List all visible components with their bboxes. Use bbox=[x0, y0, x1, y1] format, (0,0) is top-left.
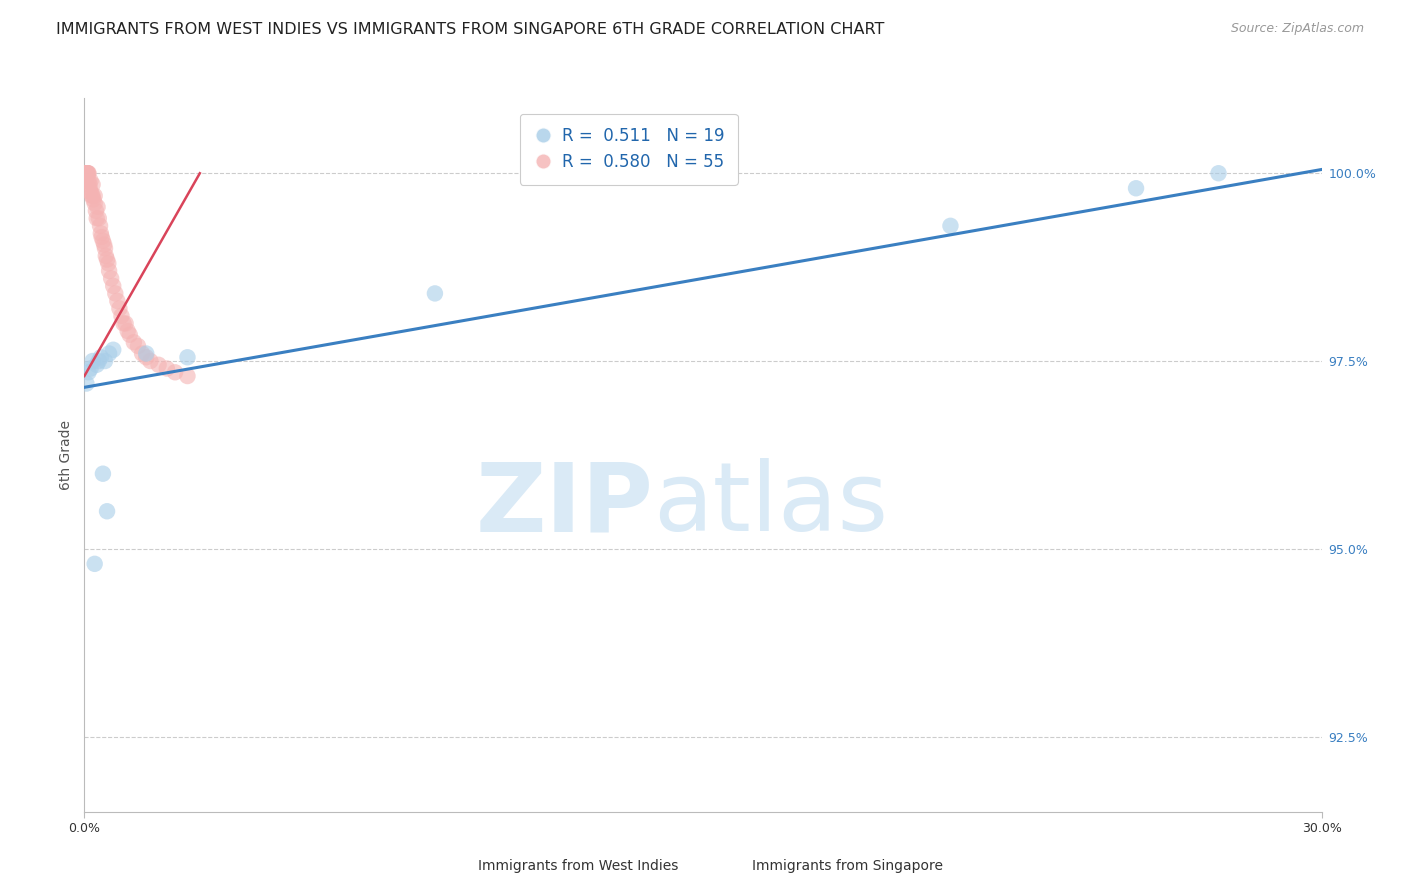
Point bbox=[79, 181, 101, 195]
Point bbox=[94, 249, 117, 263]
Point bbox=[139, 354, 162, 368]
Point bbox=[94, 241, 117, 255]
Point bbox=[135, 351, 157, 365]
Point bbox=[105, 293, 128, 308]
Point bbox=[89, 219, 111, 233]
Point bbox=[91, 234, 114, 248]
Point bbox=[75, 174, 97, 188]
Point bbox=[939, 219, 962, 233]
Point bbox=[423, 286, 446, 301]
Point bbox=[76, 166, 98, 180]
Point bbox=[98, 346, 121, 360]
Text: atlas: atlas bbox=[654, 458, 889, 551]
Point bbox=[75, 376, 97, 391]
Point bbox=[176, 369, 198, 384]
Y-axis label: 6th Grade: 6th Grade bbox=[59, 420, 73, 490]
Point bbox=[114, 317, 136, 331]
Point bbox=[75, 166, 97, 180]
Point bbox=[77, 365, 100, 379]
Point bbox=[103, 343, 125, 357]
Point bbox=[104, 286, 127, 301]
Point bbox=[156, 361, 179, 376]
Point bbox=[80, 188, 103, 202]
Point bbox=[93, 237, 115, 252]
Point bbox=[77, 166, 100, 180]
Point bbox=[90, 230, 112, 244]
Point bbox=[79, 185, 101, 199]
Legend: R =  0.511   N = 19, R =  0.580   N = 55: R = 0.511 N = 19, R = 0.580 N = 55 bbox=[520, 113, 738, 185]
Text: Immigrants from West Indies: Immigrants from West Indies bbox=[478, 859, 679, 873]
Point bbox=[90, 227, 112, 241]
Point bbox=[103, 279, 125, 293]
Point bbox=[108, 301, 131, 316]
Point bbox=[83, 557, 105, 571]
Text: Immigrants from Singapore: Immigrants from Singapore bbox=[752, 859, 943, 873]
Point bbox=[82, 188, 104, 202]
Point bbox=[84, 203, 107, 218]
Point bbox=[118, 327, 141, 342]
Point bbox=[98, 264, 121, 278]
Point bbox=[91, 467, 114, 481]
Point bbox=[100, 271, 122, 285]
Point bbox=[83, 196, 105, 211]
Point bbox=[135, 346, 157, 360]
Point bbox=[86, 211, 108, 226]
Point bbox=[76, 166, 98, 180]
Point bbox=[83, 188, 105, 202]
Point bbox=[75, 166, 97, 180]
Text: ZIP: ZIP bbox=[475, 458, 654, 551]
Point bbox=[75, 166, 97, 180]
Point bbox=[117, 324, 139, 338]
Point bbox=[75, 166, 97, 180]
Point bbox=[87, 354, 110, 368]
Point bbox=[1125, 181, 1147, 195]
Point bbox=[127, 339, 149, 353]
Point bbox=[110, 309, 132, 323]
Point bbox=[96, 504, 118, 518]
Point bbox=[148, 358, 170, 372]
Point bbox=[75, 166, 97, 180]
Point bbox=[112, 317, 135, 331]
Point bbox=[77, 174, 100, 188]
Point bbox=[76, 166, 98, 180]
Text: IMMIGRANTS FROM WEST INDIES VS IMMIGRANTS FROM SINGAPORE 6TH GRADE CORRELATION C: IMMIGRANTS FROM WEST INDIES VS IMMIGRANT… bbox=[56, 22, 884, 37]
Point bbox=[97, 256, 120, 270]
Point bbox=[77, 166, 100, 180]
Point bbox=[1208, 166, 1230, 180]
Point bbox=[82, 354, 104, 368]
Point bbox=[79, 178, 101, 192]
Text: Source: ZipAtlas.com: Source: ZipAtlas.com bbox=[1230, 22, 1364, 36]
Point bbox=[79, 361, 101, 376]
Point bbox=[176, 351, 198, 365]
Point bbox=[87, 211, 110, 226]
Point bbox=[90, 351, 112, 365]
Point bbox=[96, 252, 118, 267]
Point bbox=[79, 174, 101, 188]
Point bbox=[94, 354, 117, 368]
Point bbox=[131, 346, 153, 360]
Point bbox=[165, 365, 187, 379]
Point bbox=[86, 358, 108, 372]
Point bbox=[86, 200, 108, 214]
Point bbox=[122, 335, 145, 350]
Point bbox=[82, 193, 104, 207]
Point bbox=[82, 178, 104, 192]
